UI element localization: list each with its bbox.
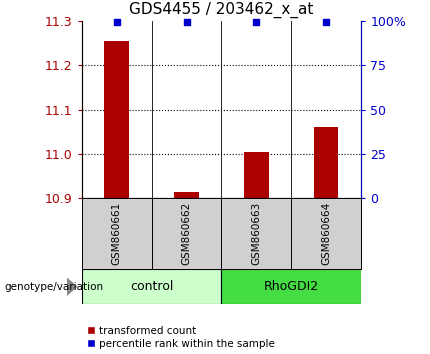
Point bbox=[113, 19, 120, 25]
Bar bbox=[244, 152, 269, 198]
Bar bbox=[152, 198, 221, 269]
Text: GSM860661: GSM860661 bbox=[112, 202, 122, 265]
Polygon shape bbox=[67, 277, 77, 296]
Bar bbox=[314, 127, 338, 198]
Text: control: control bbox=[130, 280, 173, 293]
Text: GSM860664: GSM860664 bbox=[321, 202, 331, 265]
Legend: transformed count, percentile rank within the sample: transformed count, percentile rank withi… bbox=[87, 326, 275, 349]
Bar bbox=[221, 269, 361, 304]
Text: GSM860663: GSM860663 bbox=[252, 202, 261, 265]
Point bbox=[253, 19, 260, 25]
Point bbox=[183, 19, 190, 25]
Text: GSM860662: GSM860662 bbox=[181, 202, 191, 265]
Text: RhoGDI2: RhoGDI2 bbox=[264, 280, 319, 293]
Bar bbox=[221, 198, 292, 269]
Bar bbox=[292, 198, 361, 269]
Bar bbox=[82, 269, 221, 304]
Text: genotype/variation: genotype/variation bbox=[4, 282, 104, 292]
Title: GDS4455 / 203462_x_at: GDS4455 / 203462_x_at bbox=[129, 2, 313, 18]
Bar bbox=[104, 41, 129, 198]
Bar bbox=[174, 192, 199, 198]
Bar bbox=[82, 198, 152, 269]
Point bbox=[323, 19, 330, 25]
